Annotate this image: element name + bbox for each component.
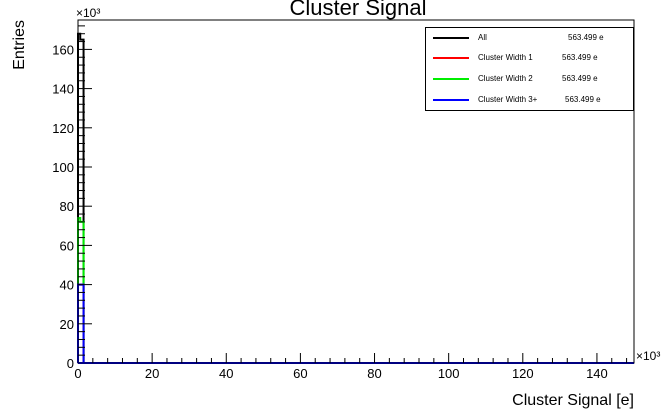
y-axis-label: Entries (11, 20, 28, 70)
legend-entry-width-2: Cluster Width 2 563.499 e (426, 69, 633, 89)
x-tick-label: 60 (293, 366, 307, 381)
legend-value: 563.499 e (562, 53, 598, 62)
legend-entry-width-3plus: Cluster Width 3+ 563.499 e (426, 90, 633, 110)
legend: All 563.499 e Cluster Width 1 563.499 e … (425, 27, 634, 111)
legend-value: 563.499 e (568, 33, 604, 42)
x-tick-label: 20 (145, 366, 159, 381)
x-tick-label: 100 (438, 366, 460, 381)
y-axis: 0 20 40 60 80 100 120 140 160 (52, 25, 92, 371)
x-tick-label: 80 (367, 366, 381, 381)
x-tick-label: 120 (512, 366, 534, 381)
y-tick-label: 140 (52, 82, 74, 97)
x-tick-label: 140 (586, 366, 608, 381)
y-tick-label: 40 (60, 278, 74, 293)
x-tick-label: 40 (219, 366, 233, 381)
y-tick-label: 120 (52, 121, 74, 136)
legend-value: 563.499 e (565, 95, 601, 104)
x-multiplier: ×10³ (636, 349, 660, 363)
legend-label: Cluster Width 3+ (478, 95, 538, 104)
y-tick-label: 100 (52, 160, 74, 175)
legend-value: 563.499 e (562, 74, 598, 83)
y-tick-label: 20 (60, 317, 74, 332)
legend-swatch (433, 99, 469, 101)
x-tick-label: 0 (74, 366, 81, 381)
legend-entry-width-1: Cluster Width 1 563.499 e (426, 48, 633, 68)
y-tick-label: 60 (60, 238, 74, 253)
legend-label: Cluster Width 1 (478, 53, 533, 62)
x-axis-label: Cluster Signal [e] (512, 392, 634, 409)
y-tick-label: 160 (52, 42, 74, 57)
legend-entry-all: All 563.499 e (426, 28, 633, 48)
legend-label: Cluster Width 2 (478, 74, 533, 83)
y-multiplier: ×10³ (76, 6, 100, 20)
plot-frame (77, 19, 635, 364)
legend-swatch (433, 57, 469, 59)
y-tick-label: 0 (67, 356, 74, 371)
x-axis: 0 20 40 60 80 100 120 140 (74, 353, 628, 381)
chart-title: Cluster Signal (290, 0, 427, 20)
legend-swatch (433, 78, 469, 80)
y-tick-label: 80 (60, 199, 74, 214)
legend-swatch (433, 37, 469, 39)
legend-label: All (478, 33, 487, 42)
